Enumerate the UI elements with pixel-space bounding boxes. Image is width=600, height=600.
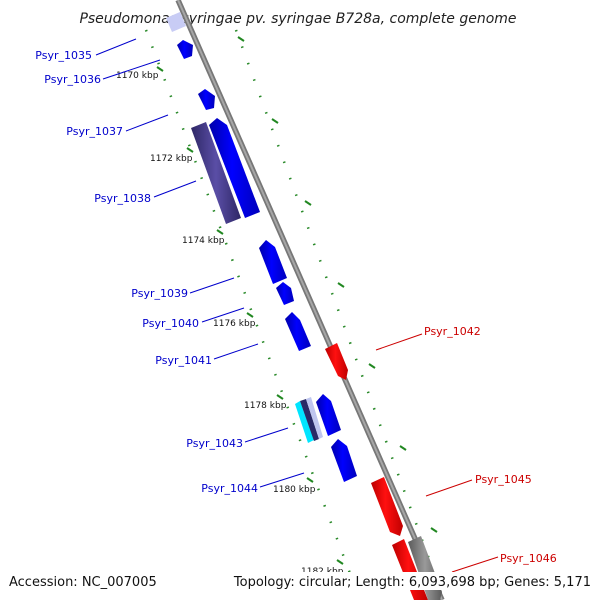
gene-label-psyr-1046[interactable]: Psyr_1046 xyxy=(500,552,557,565)
kbp-ticks xyxy=(156,36,438,565)
gene-feature-psyr-1045[interactable] xyxy=(371,477,403,536)
kbp-label: 1174 kbp xyxy=(182,236,225,246)
gene-feature-psyr-1037[interactable] xyxy=(198,89,215,110)
leader-psyr-1045 xyxy=(425,479,473,497)
kbp-tick xyxy=(246,312,254,318)
leader-psyr-1046 xyxy=(451,556,499,573)
leader-psyr-1038 xyxy=(153,180,197,198)
gene-feature-psyr-1039[interactable] xyxy=(259,240,287,284)
rna-feature-psyr-1043[interactable] xyxy=(295,401,314,443)
footer-accession-bg xyxy=(6,572,146,590)
gene-feature-psyr-1040[interactable] xyxy=(276,282,294,305)
kbp-tick xyxy=(336,559,344,565)
gene-feature-psyr-1035[interactable] xyxy=(166,12,186,32)
gene-label-psyr-1036[interactable]: Psyr_1036 xyxy=(44,73,101,86)
kbp-tick xyxy=(186,147,194,153)
inner-dotted-track xyxy=(144,29,362,600)
genome-backbone-highlight xyxy=(177,0,443,600)
map-title: Pseudomonas syringae pv. syringae B728a,… xyxy=(79,11,516,27)
gene-label-psyr-1043[interactable]: Psyr_1043 xyxy=(186,437,243,450)
kbp-tick xyxy=(271,118,279,124)
kbp-tick xyxy=(306,477,314,483)
gene-feature-psyr-1042[interactable] xyxy=(325,343,348,380)
kbp-tick xyxy=(304,200,312,206)
kbp-tick xyxy=(399,445,407,451)
gene-label-psyr-1040[interactable]: Psyr_1040 xyxy=(142,317,199,330)
gene-label-psyr-1039[interactable]: Psyr_1039 xyxy=(131,287,188,300)
label-leader-lines xyxy=(95,38,499,573)
leader-psyr-1037 xyxy=(125,114,169,132)
footer-summary-bg xyxy=(258,572,594,590)
kbp-label: 1176 kbp xyxy=(213,319,256,329)
kbp-tick xyxy=(156,66,164,72)
kbp-tick xyxy=(368,363,376,369)
gene-label-psyr-1035[interactable]: Psyr_1035 xyxy=(35,49,92,62)
leader-psyr-1036 xyxy=(102,59,161,80)
kbp-label: 1178 kbp xyxy=(244,401,287,411)
gene-label-psyr-1041[interactable]: Psyr_1041 xyxy=(155,354,212,367)
leader-psyr-1043 xyxy=(244,427,289,443)
rna-feature-psyr-1043-c[interactable] xyxy=(306,397,323,439)
kbp-tick xyxy=(237,36,245,42)
kbp-label: 1180 kbp xyxy=(273,485,316,495)
footer: Accession: NC_007005 Topology: circular;… xyxy=(6,572,594,590)
cds-feature-psyr-1038[interactable] xyxy=(191,122,241,224)
reverse-strand-genes xyxy=(166,12,357,482)
gene-label-psyr-1042[interactable]: Psyr_1042 xyxy=(424,325,481,338)
genome-summary-text: Topology: circular; Length: 6,093,698 bp… xyxy=(233,575,591,590)
leader-psyr-1042 xyxy=(375,333,423,351)
outer-dotted-track xyxy=(234,29,446,600)
kbp-label: 1170 kbp xyxy=(116,71,159,81)
kbp-tick xyxy=(430,527,438,533)
kbp-tick xyxy=(216,229,224,235)
leader-psyr-1039 xyxy=(189,277,235,294)
gene-feature-psyr-1044[interactable] xyxy=(331,439,357,482)
gene-feature-psyr-1043[interactable] xyxy=(316,394,341,436)
gene-label-psyr-1044[interactable]: Psyr_1044 xyxy=(201,482,258,495)
accession-text: Accession: NC_007005 xyxy=(9,575,157,590)
kbp-tick xyxy=(337,282,345,288)
gene-feature-psyr-1038[interactable] xyxy=(209,118,260,218)
gene-label-psyr-1037[interactable]: Psyr_1037 xyxy=(66,125,123,138)
gene-label-psyr-1038[interactable]: Psyr_1038 xyxy=(94,192,151,205)
gene-feature-psyr-1036[interactable] xyxy=(177,40,193,59)
rna-feature-psyr-1043-b[interactable] xyxy=(300,399,319,441)
leader-psyr-1035 xyxy=(95,38,137,56)
gene-label-psyr-1045[interactable]: Psyr_1045 xyxy=(475,473,532,486)
gene-labels: Psyr_1035 Psyr_1036 Psyr_1037 Psyr_1038 … xyxy=(35,49,556,565)
kbp-label: 1172 kbp xyxy=(150,154,193,164)
kbp-tick xyxy=(276,394,284,400)
leader-psyr-1041 xyxy=(213,343,259,360)
leader-psyr-1044 xyxy=(259,472,305,488)
leader-psyr-1040 xyxy=(201,307,245,323)
gene-feature-psyr-1041[interactable] xyxy=(285,312,311,351)
